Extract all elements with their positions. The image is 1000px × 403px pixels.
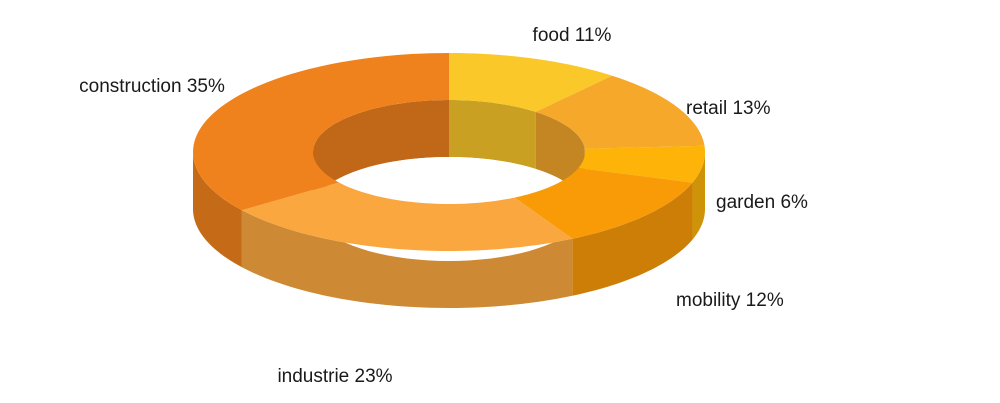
inner-side-food <box>449 100 536 169</box>
outer-side-industrie <box>241 210 573 308</box>
slice-retail <box>535 75 705 149</box>
label-food: food 11% <box>533 25 612 46</box>
label-retail: retail 13% <box>686 98 771 119</box>
label-mobility: mobility 12% <box>676 290 784 311</box>
outer-side-construction <box>193 152 242 268</box>
slice-garden <box>578 145 705 183</box>
label-construction: construction 35% <box>79 76 225 97</box>
outer-side-mobility <box>572 182 693 296</box>
slice-mobility <box>514 168 693 239</box>
outer-side-garden <box>692 152 705 240</box>
inner-side-construction <box>313 100 449 209</box>
slice-food <box>449 53 613 112</box>
label-garden: garden 6% <box>716 192 808 213</box>
slice-industrie <box>241 182 573 251</box>
slice-construction <box>193 53 449 211</box>
slice-labels: food 11% retail 13% garden 6% mobility 12% i… <box>79 25 808 387</box>
donut-top-faces <box>193 53 705 251</box>
donut-outer-side <box>193 152 705 308</box>
label-industrie: industrie 23% <box>277 366 392 387</box>
